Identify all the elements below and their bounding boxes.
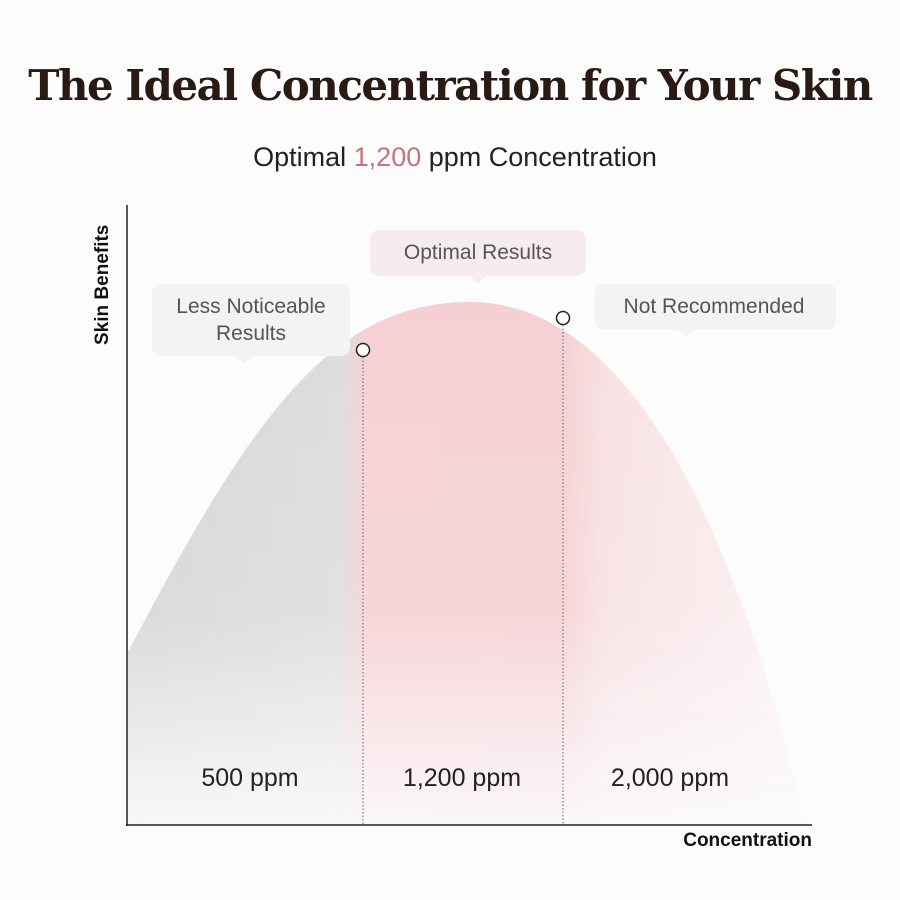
level-label: 2,000 ppm	[611, 764, 729, 792]
benefit-curve	[128, 302, 805, 825]
level-label: 500 ppm	[201, 764, 298, 792]
callout-text: Results	[216, 322, 286, 345]
boundary-point	[355, 342, 371, 358]
boundary-point	[555, 310, 571, 326]
title: The Ideal Concentration for Your Skin	[28, 61, 873, 110]
x-axis-label: Concentration	[683, 830, 812, 851]
callout-bubble	[370, 230, 586, 284]
y-axis-label: Skin Benefits	[92, 225, 113, 345]
subtitle-highlight: 1,200	[354, 142, 422, 172]
subtitle-text: Optimal	[253, 142, 346, 172]
subtitle-text: ppm Concentration	[429, 142, 657, 172]
callout-text: Optimal Results	[404, 241, 552, 264]
callout-bubble	[152, 284, 350, 364]
callout-text: Not Recommended	[624, 295, 805, 318]
subtitle: Optimal 1,200 ppm Concentration	[253, 142, 657, 172]
level-label: 1,200 ppm	[403, 764, 521, 792]
callout-text: Less Noticeable	[176, 295, 325, 318]
callout-bubble	[595, 284, 836, 338]
